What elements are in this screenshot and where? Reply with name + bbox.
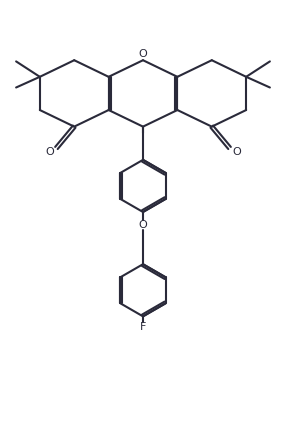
Text: O: O: [139, 49, 148, 59]
Text: O: O: [45, 147, 54, 156]
Text: O: O: [232, 147, 241, 156]
Text: O: O: [139, 220, 147, 230]
Text: F: F: [140, 322, 146, 332]
